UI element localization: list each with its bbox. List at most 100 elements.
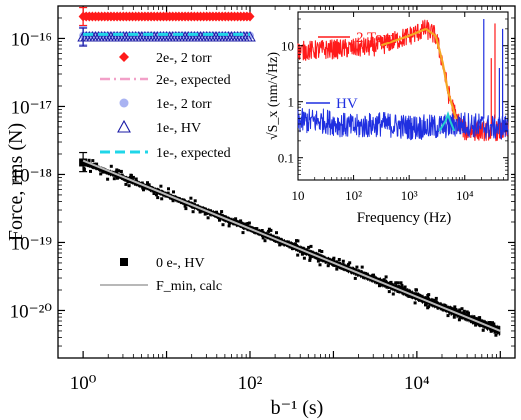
series-0e-hv-point [253, 227, 257, 231]
main-x-tick-label: 10⁰ [70, 373, 97, 394]
series-0e-hv-point [198, 210, 202, 214]
series-0e-hv-point [474, 323, 478, 327]
series-0e-hv-point [146, 181, 149, 185]
series-0e-hv-point [124, 182, 128, 186]
series-0e-hv-point [302, 256, 306, 260]
series-0e-hv-point [114, 170, 118, 174]
inset-legend-hv-label: HV [336, 96, 358, 112]
series-0e-hv-point [274, 239, 278, 243]
series-0e-hv-point [166, 191, 170, 195]
series-0e-hv-point [330, 258, 334, 262]
series-0e-hv-point [310, 254, 313, 258]
series-0e-hv-point [255, 227, 259, 231]
series-0e-hv-point [427, 305, 431, 309]
main-y-tick-label: 10⁻¹⁶ [11, 29, 52, 50]
series-0e-hv-point [326, 264, 330, 268]
series-0e-hv-point [128, 176, 132, 179]
series-0e-hv-point [335, 267, 339, 271]
series-0e-hv-point [269, 228, 273, 232]
series-0e-hv-point [426, 294, 430, 297]
series-0e-hv-point [396, 281, 400, 285]
series-0e-hv-point [409, 294, 413, 298]
series-0e-hv-point [115, 176, 119, 180]
inset-y-tick-label: 10 [281, 39, 294, 54]
series-0e-hv-point [160, 197, 164, 201]
series-0e-hv-point [372, 273, 375, 277]
series-0e-hv-point [296, 253, 300, 257]
series-0e-hv-point [291, 247, 294, 251]
series-0e-hv-point [278, 243, 282, 247]
series-0e-hv-point [315, 252, 319, 256]
series-0e-hv-point [141, 186, 145, 190]
series-0e-hv-point [434, 296, 438, 300]
series-0e-hv-point [434, 300, 438, 304]
series-0e-hv-point [360, 265, 364, 269]
legend-2e-2-torr-swatch [119, 52, 129, 62]
series-0e-hv-point [318, 249, 322, 253]
series-0e-hv-point [169, 196, 173, 200]
series-0e-hv-point [235, 220, 239, 224]
series-1e-hv-point [244, 30, 256, 42]
series-0e-hv-point [493, 330, 497, 334]
series-0e-hv-point [159, 184, 163, 188]
series-0e-hv-point [460, 311, 464, 315]
main-x-axis-label: b⁻¹ (s) [271, 397, 324, 419]
series-0e-hv-point [381, 283, 385, 287]
series-0e-hv-first-point [79, 158, 88, 167]
series-0e-hv-point [460, 316, 464, 320]
series-0e-hv-point [394, 281, 398, 285]
series-0e-hv-point [399, 281, 403, 285]
series-0e-hv-point [452, 315, 456, 319]
series-0e-hv-point [186, 200, 190, 204]
series-0e-hv-point [115, 168, 119, 172]
series-0e-hv-point [307, 245, 311, 249]
series-0e-hv-point [301, 246, 305, 250]
series-0e-hv-point [215, 210, 218, 214]
series-0e-hv-point [402, 291, 406, 295]
series-0e-hv-point [494, 333, 498, 337]
series-0e-hv-point [391, 292, 395, 296]
inset-legend-2-torr-label: 2 Torr [356, 30, 393, 46]
inset-chart: 10 10² 10³ 10⁴ 0.1 1 10 2 Torr HV Frequency (H… [266, 10, 511, 226]
series-0e-hv-point [156, 196, 160, 200]
series-0e-hv-point [119, 169, 123, 173]
series-0e-hv-point [300, 252, 304, 256]
main-y-tick-label: 10⁻¹⁹ [11, 233, 53, 254]
legend-f-min-calc-label: F_min, calc [156, 279, 222, 294]
series-0e-hv-point [481, 328, 485, 332]
inset-series-hv-line [297, 108, 509, 141]
inset-x-tick-label: 10² [345, 188, 362, 203]
series-fmin-calc-line [82, 159, 501, 332]
series-0e-hv-point [322, 255, 326, 259]
series-0e-hv-point [234, 217, 238, 221]
series-0e-hv-point [227, 224, 231, 228]
series-0e-hv-point [467, 311, 470, 315]
inset-x-tick-label: 10³ [401, 188, 418, 203]
series-0e-hv-point [263, 239, 267, 243]
series-0e-hv-point [89, 169, 92, 173]
inset-x-tick-label: 10 [292, 188, 305, 203]
series-0e-hv-point [241, 231, 245, 235]
series-0e-hv-point [134, 177, 138, 181]
main-y-axis: 10⁻²⁰ 10⁻¹⁹ 10⁻¹⁸ 10⁻¹⁷ 10⁻¹⁶ [10, 5, 515, 359]
series-0e-hv-point [440, 304, 444, 308]
series-0e-hv-point [228, 221, 232, 225]
series-0e-hv-point [206, 216, 210, 220]
inset-legend: 2 Torr HV [306, 30, 393, 112]
series-0e-hv-point [235, 223, 239, 227]
series-0e-hv-point [337, 258, 341, 261]
series-0e-hv-point [387, 290, 391, 294]
legend-2e-2-torr-label: 2e-, 2 torr [156, 51, 212, 66]
series-0e-hv-point [82, 168, 86, 171]
series-0e-hv-point [355, 265, 359, 269]
series-0e-hv-point [275, 231, 278, 235]
series-0e-hv-point [142, 188, 145, 192]
series-0e-hv-point [413, 301, 417, 305]
series-0e-hv-point [457, 318, 461, 322]
inset-y-axis: 0.1 1 10 [278, 11, 508, 181]
series-0e-hv-point [454, 308, 458, 312]
series-0e-hv-point [430, 298, 434, 302]
series-0e-hv-point [88, 163, 92, 167]
series-0e-hv-point [295, 247, 299, 251]
series-0e-hv-point [346, 264, 350, 268]
